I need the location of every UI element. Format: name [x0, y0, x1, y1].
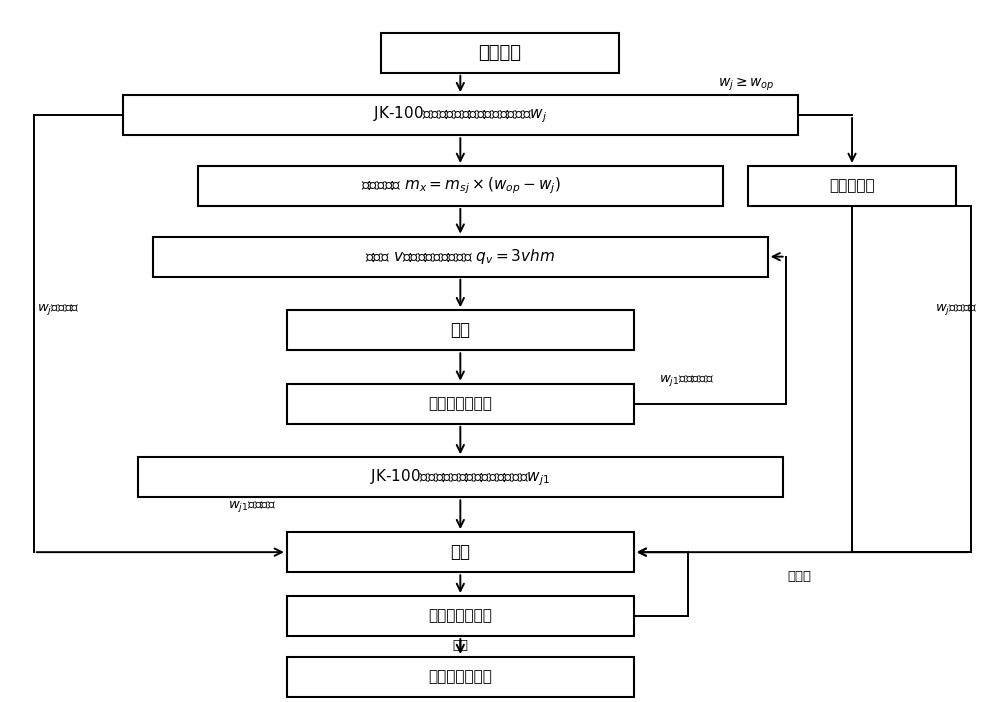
FancyBboxPatch shape — [287, 657, 634, 697]
FancyBboxPatch shape — [748, 166, 956, 206]
Text: $w_{j1}$不满足要求: $w_{j1}$不满足要求 — [659, 373, 714, 388]
Text: 碾压: 碾压 — [450, 543, 470, 561]
Text: 合格: 合格 — [452, 640, 468, 652]
FancyBboxPatch shape — [123, 95, 798, 135]
Text: 填料摊铺: 填料摊铺 — [479, 44, 522, 62]
Text: 检测路基压实度: 检测路基压实度 — [428, 609, 492, 623]
FancyBboxPatch shape — [287, 310, 634, 350]
Text: $w_{j1}$满足要求: $w_{j1}$满足要求 — [228, 499, 276, 514]
Text: 路拌机选拌均匀: 路拌机选拌均匀 — [428, 396, 492, 411]
Text: 所需补水量 $m_x = m_{sj}\times(w_{op}-w_j)$: 所需补水量 $m_x = m_{sj}\times(w_{op}-w_j)$ — [361, 176, 560, 196]
Text: JK-100土壤水分测定仪检测填料含水率$w_{j1}$: JK-100土壤水分测定仪检测填料含水率$w_{j1}$ — [370, 467, 550, 488]
Text: $w_j$满足要求: $w_j$满足要求 — [37, 302, 80, 317]
Text: 洒水: 洒水 — [450, 322, 470, 339]
FancyBboxPatch shape — [138, 457, 783, 497]
Text: $w_j$满足要求: $w_j$满足要求 — [935, 302, 977, 317]
FancyBboxPatch shape — [198, 166, 723, 206]
Text: JK-100土壤水分测定仪检测填料含水率$w_j$: JK-100土壤水分测定仪检测填料含水率$w_j$ — [373, 105, 547, 126]
Text: $w_j \geq w_{op}$: $w_j \geq w_{op}$ — [718, 76, 775, 93]
FancyBboxPatch shape — [287, 596, 634, 636]
FancyBboxPatch shape — [287, 383, 634, 424]
FancyBboxPatch shape — [287, 532, 634, 572]
Text: 路拌机翻晒: 路拌机翻晒 — [829, 178, 875, 194]
Text: 不合格: 不合格 — [788, 570, 812, 583]
FancyBboxPatch shape — [381, 32, 619, 73]
FancyBboxPatch shape — [153, 237, 768, 277]
Text: 进入下一道工序: 进入下一道工序 — [428, 670, 492, 684]
Text: 车速为 $v$，设置喷水管水流速 $q_v=3vhm$: 车速为 $v$，设置喷水管水流速 $q_v=3vhm$ — [365, 247, 555, 266]
